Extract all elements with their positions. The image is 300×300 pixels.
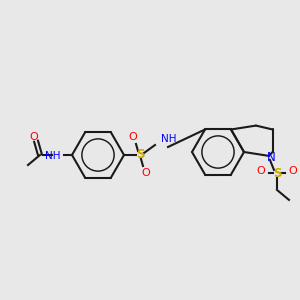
Text: O: O [256,166,265,176]
Text: NH: NH [46,151,61,161]
Text: S: S [273,167,281,180]
Text: N: N [267,152,275,164]
Text: NH: NH [161,134,176,144]
Text: O: O [30,132,38,142]
Text: O: O [289,166,297,176]
Text: O: O [142,168,150,178]
Text: S: S [136,148,144,161]
Text: O: O [129,132,137,142]
